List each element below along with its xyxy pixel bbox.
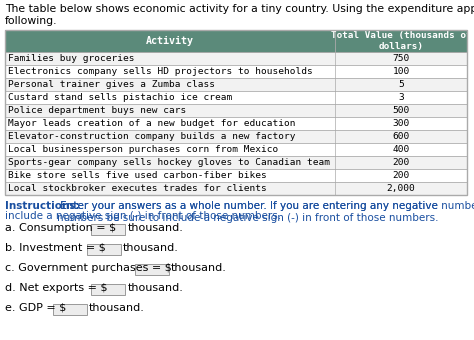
- Text: 100: 100: [392, 67, 410, 76]
- Text: a. Consumption = $: a. Consumption = $: [5, 223, 116, 233]
- Text: thousand.: thousand.: [123, 243, 179, 253]
- Bar: [5, 156, 467, 169]
- Bar: [5, 30, 467, 195]
- Text: Local stockbroker executes trades for clients: Local stockbroker executes trades for cl…: [8, 184, 267, 193]
- Text: 500: 500: [392, 106, 410, 115]
- Text: 5: 5: [398, 80, 404, 89]
- Text: Custard stand sells pistachio ice cream: Custard stand sells pistachio ice cream: [8, 93, 232, 102]
- Text: include a negative sign (-) in front of those numbers.: include a negative sign (-) in front of …: [5, 211, 281, 221]
- Text: The table below shows economic activity for a tiny country. Using the expenditur: The table below shows economic activity …: [5, 4, 474, 14]
- Bar: [5, 30, 467, 52]
- Text: 400: 400: [392, 145, 410, 154]
- Text: 3: 3: [398, 93, 404, 102]
- Text: Sports-gear company sells hockey gloves to Canadian team: Sports-gear company sells hockey gloves …: [8, 158, 330, 167]
- Bar: [5, 91, 467, 104]
- Bar: [135, 264, 169, 275]
- Text: 300: 300: [392, 119, 410, 128]
- Text: d. Net exports = $: d. Net exports = $: [5, 283, 108, 293]
- Bar: [53, 304, 87, 315]
- Text: Instructions:: Instructions:: [5, 201, 80, 211]
- Text: following.: following.: [5, 16, 57, 26]
- Text: 200: 200: [392, 158, 410, 167]
- Bar: [5, 143, 467, 156]
- Text: Activity: Activity: [146, 36, 194, 46]
- Bar: [91, 284, 126, 295]
- Text: 750: 750: [392, 54, 410, 63]
- Text: Electronics company sells HD projectors to households: Electronics company sells HD projectors …: [8, 67, 313, 76]
- Text: thousand.: thousand.: [171, 263, 227, 273]
- Text: Families buy groceries: Families buy groceries: [8, 54, 135, 63]
- Text: thousand.: thousand.: [89, 303, 145, 313]
- Bar: [91, 224, 126, 235]
- Text: thousand.: thousand.: [128, 223, 183, 233]
- Text: Enter your answers as a whole number. If you are entering any negative numbers b: Enter your answers as a whole number. If…: [57, 201, 474, 211]
- Bar: [5, 65, 467, 78]
- Text: Police department buys new cars: Police department buys new cars: [8, 106, 186, 115]
- Text: Mayor leads creation of a new budget for education: Mayor leads creation of a new budget for…: [8, 119, 295, 128]
- Bar: [5, 130, 467, 143]
- Text: 2,000: 2,000: [387, 184, 416, 193]
- Text: e. GDP = $: e. GDP = $: [5, 303, 66, 313]
- Text: Local businessperson purchases corn from Mexico: Local businessperson purchases corn from…: [8, 145, 278, 154]
- Text: Elevator-construction company builds a new factory: Elevator-construction company builds a n…: [8, 132, 295, 141]
- Text: Bike store sells five used carbon-fiber bikes: Bike store sells five used carbon-fiber …: [8, 171, 267, 180]
- Bar: [5, 78, 467, 91]
- Text: thousand.: thousand.: [128, 283, 183, 293]
- Bar: [5, 169, 467, 182]
- Text: b. Investment = $: b. Investment = $: [5, 243, 106, 253]
- Text: 200: 200: [392, 171, 410, 180]
- Text: c. Government purchases = $: c. Government purchases = $: [5, 263, 172, 273]
- Text: Personal trainer gives a Zumba class: Personal trainer gives a Zumba class: [8, 80, 215, 89]
- Text: 600: 600: [392, 132, 410, 141]
- Bar: [5, 117, 467, 130]
- Bar: [5, 182, 467, 195]
- Bar: [87, 244, 120, 255]
- Bar: [5, 104, 467, 117]
- Text: Total Value (thousands of
dollars): Total Value (thousands of dollars): [331, 31, 472, 51]
- Bar: [5, 52, 467, 65]
- Text: Enter your answers as a whole number. If you are entering any negative numbers b: Enter your answers as a whole number. If…: [57, 201, 438, 223]
